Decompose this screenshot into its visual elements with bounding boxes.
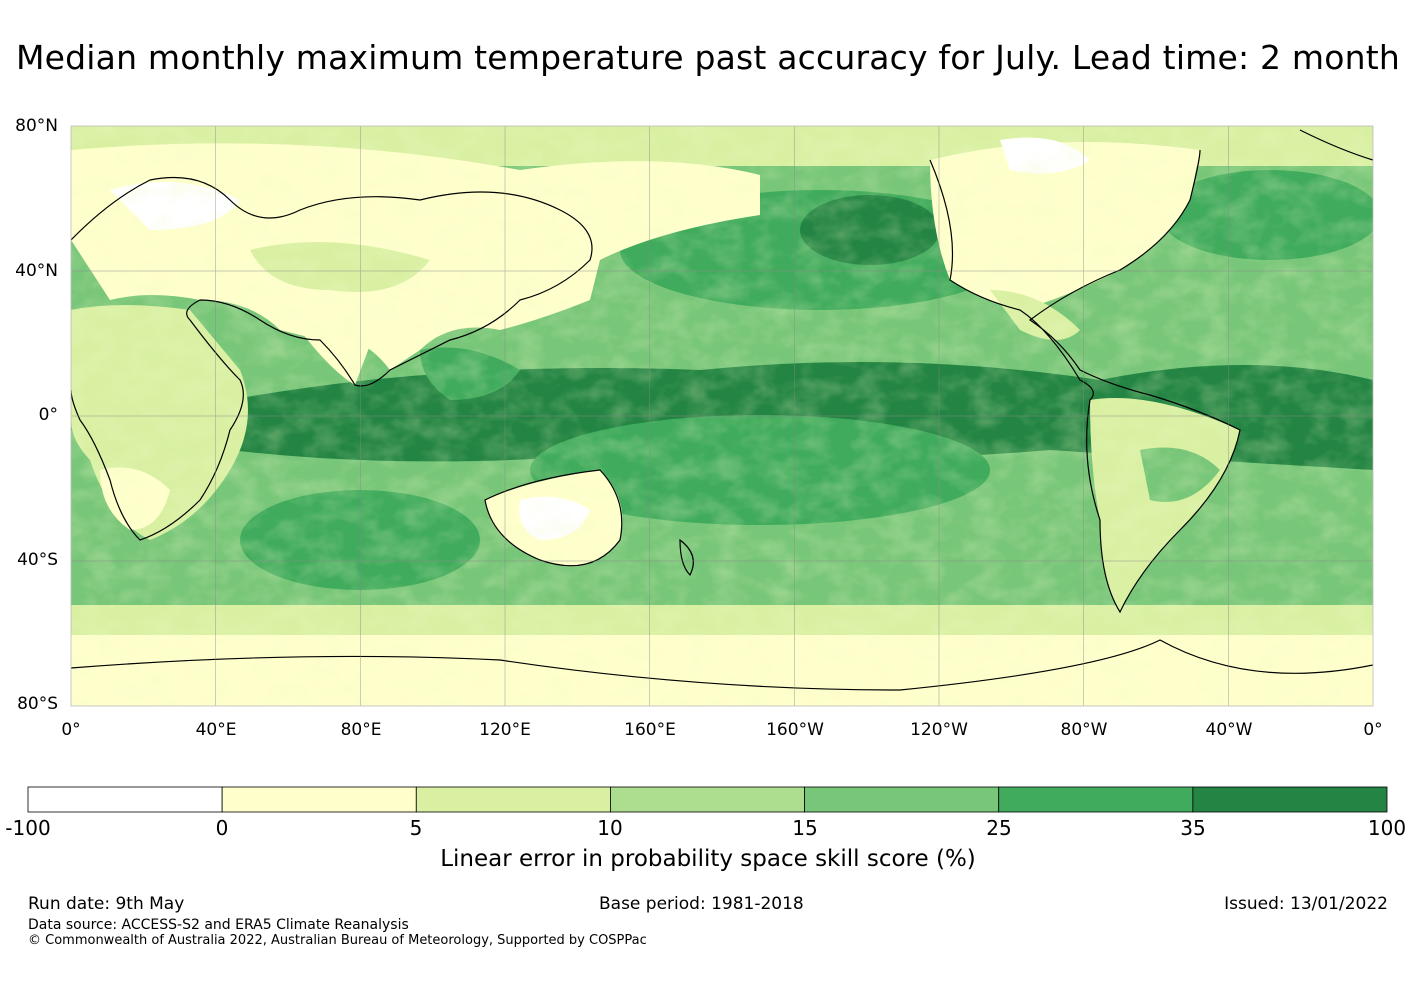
- issued-date: Issued: 13/01/2022: [1224, 894, 1388, 914]
- colorbar-tick: 5: [409, 816, 423, 840]
- greenland-coast: [1299, 129, 1373, 161]
- colorbar-tick: 35: [1180, 816, 1206, 840]
- lat-label-40n: 40°N: [15, 261, 58, 281]
- map-frame: [70, 125, 1374, 707]
- lon-label-40w: 40°W: [1205, 720, 1253, 740]
- lon-label-80e: 80°E: [340, 720, 382, 740]
- colorbar-bin: [27, 786, 223, 813]
- colorbar-tick: 10: [597, 816, 623, 840]
- lon-label-40e: 40°E: [195, 720, 237, 740]
- colorbar-bin: [415, 786, 611, 813]
- lon-label-160w: 160°W: [766, 720, 824, 740]
- new-zealand-coast: [679, 538, 694, 577]
- data-source: Data source: ACCESS-S2 and ERA5 Climate …: [28, 917, 409, 933]
- graticule: [71, 126, 1373, 706]
- colorbar-tick: -100: [5, 816, 51, 840]
- colorbar-tick: 25: [986, 816, 1012, 840]
- australia-coast: [484, 469, 623, 567]
- colorbar-tick: 0: [215, 816, 229, 840]
- lon-label-0-west: 0°: [61, 720, 81, 740]
- colorbar-bin: [1192, 786, 1388, 813]
- eurasia-africa-coast: [71, 177, 593, 541]
- colorbar-tick: 100: [1367, 816, 1407, 840]
- lon-label-80w: 80°W: [1060, 720, 1108, 740]
- copyright-notice: © Commonwealth of Australia 2022, Austra…: [28, 933, 647, 948]
- colorbar-bin: [998, 786, 1194, 813]
- lon-label-0-east: 0°: [1363, 720, 1383, 740]
- colorbar-bin: [804, 786, 1000, 813]
- base-period: Base period: 1981-2018: [599, 894, 804, 914]
- lon-label-120e: 120°E: [479, 720, 531, 740]
- colorbar-bin: [221, 786, 417, 813]
- lat-label-0: 0°: [38, 405, 58, 425]
- map-title: Median monthly maximum temperature past …: [15, 38, 1401, 77]
- colorbar-bin: [610, 786, 805, 813]
- colorbar: [27, 786, 1388, 813]
- lon-label-120w: 120°W: [910, 720, 968, 740]
- colorbar-tick: 15: [792, 816, 818, 840]
- lat-label-40s: 40°S: [17, 550, 58, 570]
- run-date: Run date: 9th May: [28, 894, 185, 914]
- lat-label-80n: 80°N: [15, 116, 58, 136]
- antarctica-coast: [71, 639, 1373, 691]
- lon-label-160e: 160°E: [624, 720, 676, 740]
- lat-label-80s: 80°S: [17, 694, 58, 714]
- colorbar-label: Linear error in probability space skill …: [440, 846, 976, 872]
